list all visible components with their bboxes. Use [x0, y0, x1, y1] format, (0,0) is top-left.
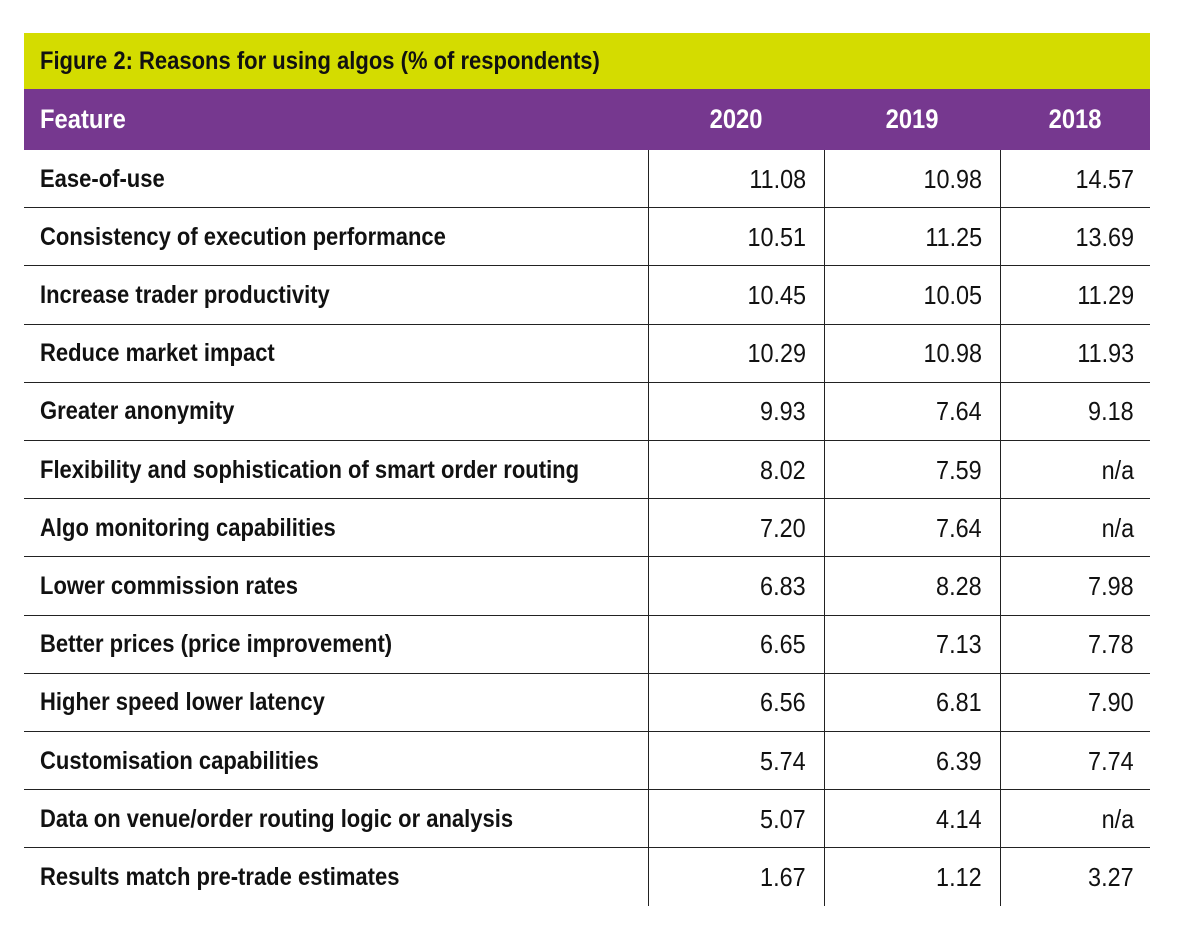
value-cell-2020: 10.51 [747, 221, 806, 252]
table-row: Algo monitoring capabilities 7.20 7.64 n/a [24, 499, 1150, 558]
value-cell-2019: 7.13 [936, 629, 982, 660]
row-divider [24, 323, 1150, 325]
figure-title: Figure 2: Reasons for using algos (% of … [40, 46, 600, 75]
table-row: Flexibility and sophistication of smart … [24, 441, 1150, 500]
value-cell-2019: 6.39 [936, 745, 982, 776]
header-year-2020: 2020 [709, 104, 763, 134]
feature-cell: Consistency of execution performance [40, 222, 446, 251]
feature-cell: Lower commission rates [40, 571, 298, 600]
header-year-2019: 2019 [885, 104, 939, 134]
table-header: Feature 2020 2019 2018 [24, 89, 1150, 150]
table-row: Consistency of execution performance 10.5… [24, 208, 1150, 267]
row-divider [24, 439, 1150, 441]
value-cell-2020: 6.83 [760, 570, 806, 601]
row-divider [24, 672, 1150, 674]
value-cell-2019: 10.98 [923, 338, 982, 369]
value-cell-2018: 3.27 [1088, 861, 1134, 892]
value-cell-2019: 11.25 [925, 221, 982, 252]
value-cell-2019: 7.64 [936, 396, 982, 427]
feature-cell: Increase trader productivity [40, 280, 330, 309]
value-cell-2019: 7.64 [936, 512, 982, 543]
row-divider [24, 614, 1150, 616]
value-cell-2018: 11.29 [1077, 279, 1134, 310]
feature-cell: Customisation capabilities [40, 746, 319, 775]
row-divider [24, 847, 1150, 849]
value-cell-2020: 5.74 [760, 745, 806, 776]
table-row: Customisation capabilities 5.74 6.39 7.74 [24, 732, 1150, 791]
value-cell-2020: 5.07 [760, 803, 806, 834]
value-cell-2018: 14.57 [1075, 163, 1134, 194]
feature-cell: Reduce market impact [40, 339, 275, 368]
row-divider [24, 207, 1150, 209]
value-cell-2020: 10.45 [747, 279, 806, 310]
feature-cell: Ease-of-use [40, 164, 165, 193]
table-row: Greater anonymity 9.93 7.64 9.18 [24, 383, 1150, 441]
value-cell-2019: 7.59 [936, 454, 982, 485]
value-cell-2018: 11.93 [1077, 338, 1134, 369]
column-divider [648, 150, 649, 906]
value-cell-2020: 1.67 [760, 861, 806, 892]
value-cell-2018: 7.74 [1088, 745, 1134, 776]
row-divider [24, 789, 1150, 791]
value-cell-2020: 10.29 [747, 338, 806, 369]
value-cell-2018: 13.69 [1075, 221, 1134, 252]
value-cell-2020: 9.93 [760, 396, 806, 427]
feature-cell: Greater anonymity [40, 397, 235, 426]
value-cell-2020: 7.20 [760, 512, 806, 543]
value-cell-2018: 7.90 [1088, 687, 1134, 718]
table-row: Better prices (price improvement) 6.65 7.1… [24, 616, 1150, 674]
feature-cell: Results match pre-trade estimates [40, 862, 400, 891]
value-cell-2018: 7.78 [1088, 629, 1134, 660]
feature-cell: Algo monitoring capabilities [40, 513, 336, 542]
feature-cell: Data on venue/order routing logic or ana… [40, 804, 514, 833]
column-divider [1000, 150, 1001, 906]
table-row: Lower commission rates 6.83 8.28 7.98 [24, 557, 1150, 616]
feature-cell: Flexibility and sophistication of smart … [40, 455, 580, 484]
value-cell-2019: 10.98 [923, 163, 982, 194]
value-cell-2020: 8.02 [760, 454, 806, 485]
table-row: Data on venue/order routing logic or ana… [24, 790, 1150, 849]
row-divider [24, 265, 1150, 267]
feature-cell: Better prices (price improvement) [40, 630, 393, 659]
value-cell-2018: n/a [1101, 454, 1134, 485]
value-cell-2018: 9.18 [1088, 396, 1134, 427]
row-divider [24, 730, 1150, 732]
row-divider [24, 556, 1150, 558]
header-year-2018: 2018 [1048, 104, 1102, 134]
header-feature: Feature [40, 104, 126, 134]
value-cell-2020: 11.08 [749, 163, 806, 194]
table-body: Ease-of-use 11.08 10.98 14.57 Consistency of… [24, 150, 1150, 906]
value-cell-2020: 6.56 [760, 687, 806, 718]
value-cell-2018: n/a [1101, 803, 1134, 834]
value-cell-2019: 10.05 [923, 279, 982, 310]
value-cell-2018: 7.98 [1088, 570, 1134, 601]
row-divider [24, 381, 1150, 383]
column-divider [824, 150, 825, 906]
table-row: Results match pre-trade estimates 1.67 1.1… [24, 848, 1150, 906]
value-cell-2019: 6.81 [936, 687, 982, 718]
table-row: Higher speed lower latency 6.56 6.81 7.90 [24, 674, 1150, 732]
table-row: Ease-of-use 11.08 10.98 14.57 [24, 150, 1150, 209]
row-divider [24, 498, 1150, 500]
figure-title-bar: Figure 2: Reasons for using algos (% of … [24, 33, 1150, 89]
value-cell-2019: 8.28 [936, 570, 982, 601]
value-cell-2018: n/a [1101, 512, 1134, 543]
table-row: Increase trader productivity 10.45 10.05 11… [24, 266, 1150, 325]
value-cell-2019: 1.12 [936, 861, 982, 892]
value-cell-2019: 4.14 [936, 803, 982, 834]
table-row: Reduce market impact 10.29 10.98 11.93 [24, 325, 1150, 383]
value-cell-2020: 6.65 [760, 629, 806, 660]
feature-cell: Higher speed lower latency [40, 688, 325, 717]
